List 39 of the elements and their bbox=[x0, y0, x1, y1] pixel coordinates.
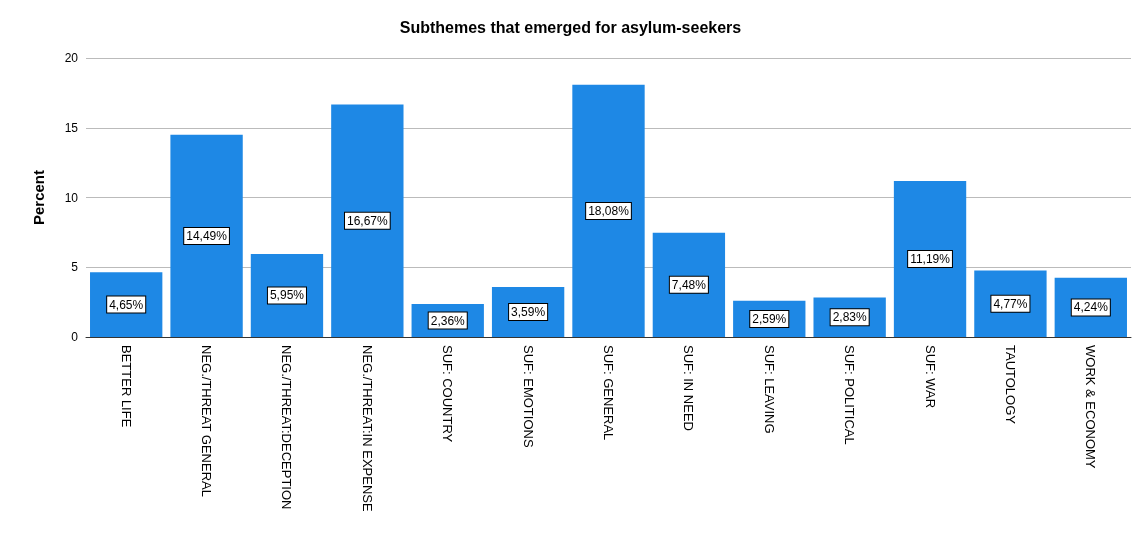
data-label: 4,24% bbox=[1073, 300, 1109, 315]
data-label: 14,49% bbox=[186, 228, 228, 243]
x-tick-label: SUF: EMOTIONS bbox=[520, 345, 536, 448]
x-tick-label: SUF: IN NEED bbox=[681, 345, 697, 431]
data-label: 2,36% bbox=[430, 313, 466, 328]
x-tick-label: BETTER LIFE bbox=[118, 345, 134, 428]
x-tick-label: SUF: GENERAL bbox=[601, 345, 616, 441]
data-label: 18,08% bbox=[588, 203, 630, 218]
x-tick-label: SUF: POLITICAL bbox=[842, 345, 858, 445]
bar bbox=[331, 104, 404, 337]
y-tick-label: 5 bbox=[71, 260, 79, 275]
bar bbox=[572, 84, 645, 337]
x-tick-label: SUF: WAR bbox=[922, 345, 938, 409]
x-tick-label: NEG./THREAT:DECEPTION bbox=[279, 345, 295, 510]
data-label: 4,65% bbox=[109, 297, 144, 312]
bar bbox=[893, 180, 967, 337]
data-label: 16,67% bbox=[346, 213, 389, 228]
data-label: 3,59% bbox=[511, 304, 546, 319]
y-tick-label: 10 bbox=[64, 190, 79, 205]
chart-title: Subthemes that emerged for asylum-seekers bbox=[399, 18, 742, 36]
bar bbox=[250, 254, 324, 337]
x-tick-label: SUF: LEAVING bbox=[761, 345, 777, 434]
x-tick-label: WORK & ECONOMY bbox=[1083, 345, 1099, 469]
data-label: 2,83% bbox=[832, 310, 867, 325]
y-tick-label: 0 bbox=[71, 330, 79, 344]
data-label: 7,48% bbox=[671, 277, 707, 292]
y-axis-title: Percent bbox=[30, 169, 47, 226]
bar bbox=[170, 134, 243, 337]
y-tick-label: 15 bbox=[64, 120, 79, 135]
x-tick-label: NEG./THREAT GENERAL bbox=[199, 345, 215, 497]
data-label: 4,77% bbox=[993, 296, 1028, 311]
bar bbox=[652, 232, 726, 337]
data-label: 5,95% bbox=[269, 288, 305, 303]
y-tick-label: 20 bbox=[64, 51, 79, 65]
x-tick-label: NEG./THREAT:IN EXPENSE bbox=[359, 345, 375, 512]
x-tick-label: TAUTOLOGY bbox=[1002, 345, 1018, 425]
data-label: 2,59% bbox=[752, 311, 787, 326]
x-tick-label: SUF: COUNTRY bbox=[440, 345, 456, 443]
data-label: 11,19% bbox=[910, 251, 951, 266]
